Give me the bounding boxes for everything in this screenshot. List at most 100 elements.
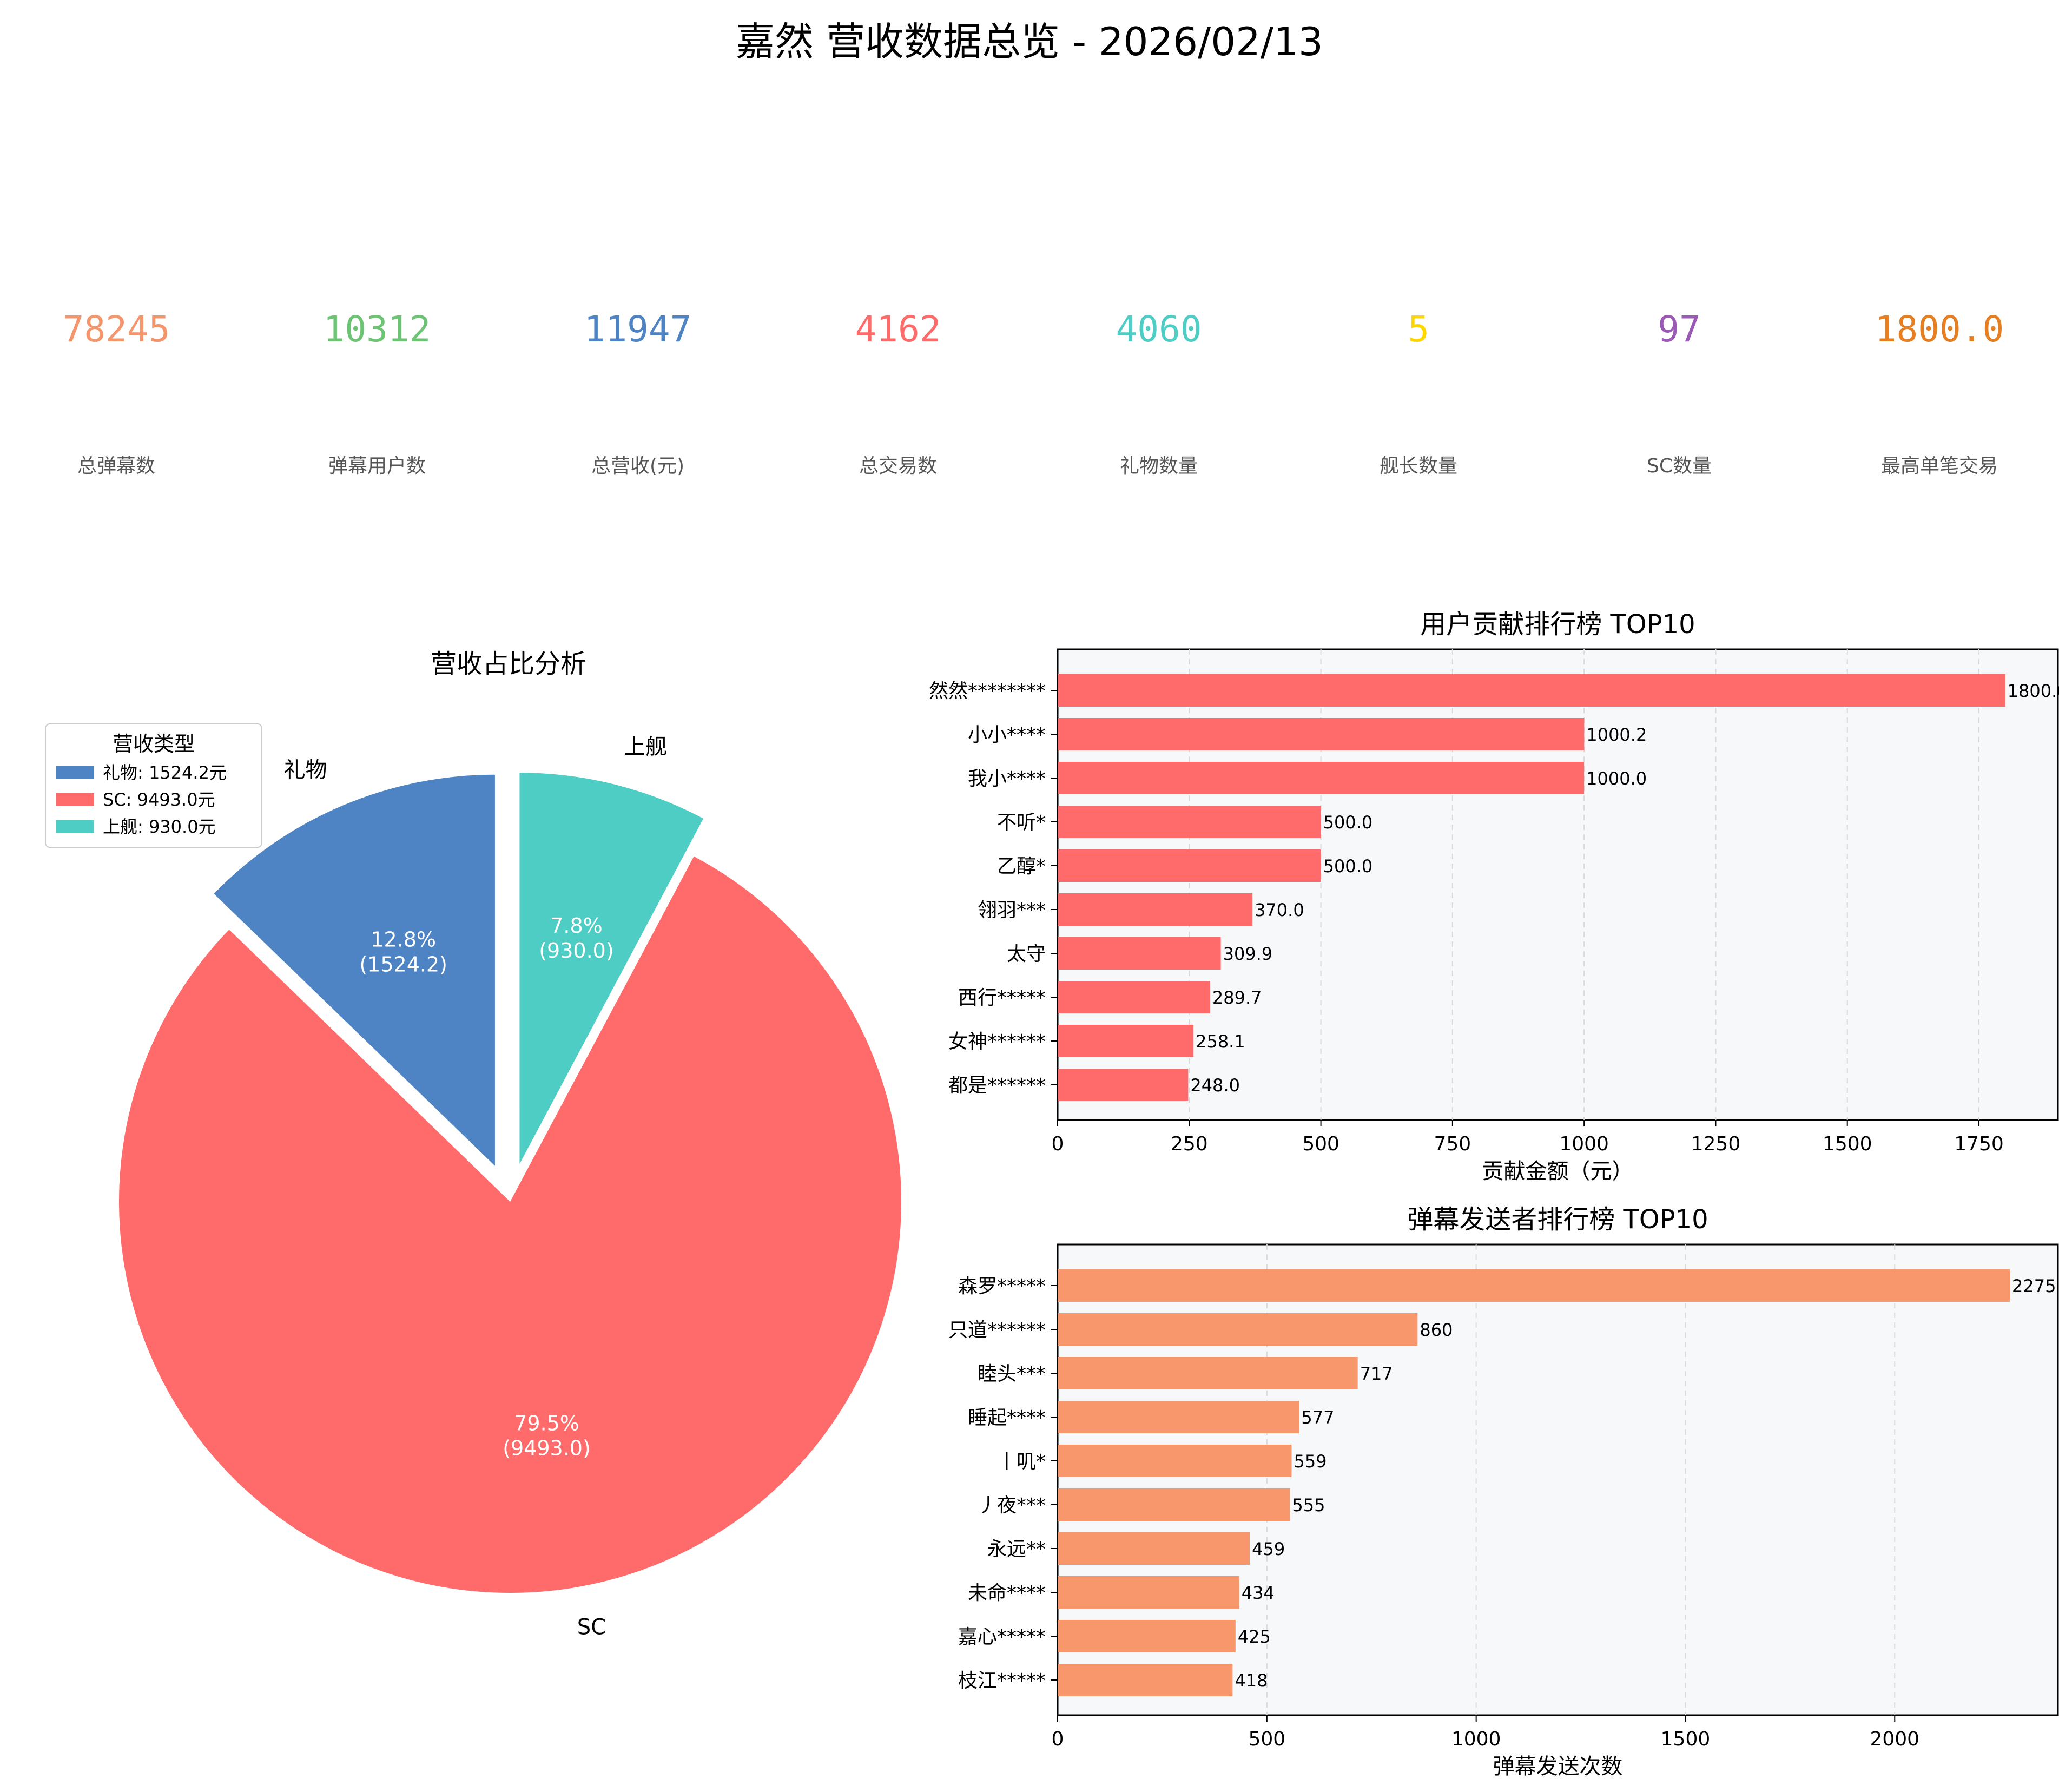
- kpi-label: 总弹幕数: [77, 455, 155, 477]
- bar: [1058, 1532, 1250, 1565]
- bar-value-label: 309.9: [1223, 944, 1273, 964]
- pie-value-label: (930.0): [539, 939, 613, 963]
- bar-value-label: 717: [1360, 1363, 1393, 1384]
- bar: [1058, 718, 1585, 750]
- chart-title: 用户贡献排行榜 TOP10: [1420, 609, 1695, 640]
- bar-value-label: 1800.0: [2008, 681, 2059, 701]
- legend-swatch: [56, 793, 94, 806]
- bar-value-label: 258.1: [1196, 1031, 1245, 1052]
- x-tick-label: 1500: [1823, 1133, 1872, 1155]
- x-axis-label: 贡献金额（元）: [1482, 1159, 1634, 1184]
- kpi-card: 4060 礼物数量: [1051, 0, 1267, 487]
- kpi-value: 1800.0: [1875, 308, 2004, 350]
- x-tick-label: 750: [1434, 1133, 1471, 1155]
- x-tick-label: 1250: [1691, 1133, 1741, 1155]
- revenue-pie-chart: 营收占比分析 12.8%(1524.2) 礼物 79.5%(9493.0) SC 7.8%…: [45, 649, 902, 1640]
- bar-value-label: 860: [1420, 1320, 1453, 1340]
- bar: [1058, 1069, 1189, 1101]
- x-tick-label: 250: [1171, 1133, 1208, 1155]
- legend-swatch: [56, 820, 94, 833]
- x-tick-label: 2000: [1870, 1728, 1919, 1750]
- y-tick-label: 枝江*****: [958, 1670, 1046, 1692]
- pie-legend-title: 营收类型: [113, 732, 195, 756]
- bar: [1058, 1025, 1194, 1057]
- bar-value-label: 370.0: [1255, 900, 1304, 920]
- pie-percent-label: 12.8%: [371, 927, 436, 951]
- y-tick-label: 西行*****: [958, 987, 1046, 1009]
- bar-value-label: 1000.0: [1586, 768, 1647, 789]
- bar: [1058, 1620, 1236, 1652]
- bar: [1058, 893, 1253, 926]
- kpi-value: 97: [1658, 308, 1701, 350]
- kpi-card: 5 舰长数量: [1310, 0, 1527, 487]
- kpi-value: 11947: [584, 308, 692, 350]
- pie-value-label: (1524.2): [359, 952, 447, 976]
- pie-percent-label: 7.8%: [550, 914, 603, 938]
- bar: [1058, 806, 1321, 838]
- danmaku-sender-bar-chart: 弹幕发送者排行榜 TOP10 0 500 1000 1500 2000 弹幕发送次数 森罗**…: [948, 1204, 2059, 1779]
- bar: [1058, 1313, 1418, 1346]
- y-tick-label: 不听*: [997, 812, 1046, 834]
- kpi-card: 4162 总交易数: [790, 0, 1006, 487]
- y-tick-label: 丨叽*: [997, 1451, 1046, 1473]
- bar-value-label: 425: [1238, 1626, 1271, 1647]
- pie-category-label: 礼物: [284, 757, 327, 782]
- bar-value-label: 434: [1242, 1583, 1275, 1603]
- user-contribution-bar-chart: 用户贡献排行榜 TOP10 0 250 500 750 1000 1250 1500 1750 贡…: [929, 609, 2059, 1184]
- bar-value-label: 559: [1294, 1451, 1327, 1472]
- kpi-value: 4162: [855, 308, 941, 350]
- bar: [1058, 762, 1585, 794]
- bar: [1058, 981, 1210, 1013]
- y-tick-label: 永远**: [987, 1538, 1046, 1560]
- y-tick-label: 睡起****: [968, 1407, 1046, 1429]
- x-tick-label: 0: [1052, 1133, 1064, 1155]
- bar-value-label: 2275: [2012, 1276, 2056, 1296]
- bar-value-label: 500.0: [1323, 812, 1373, 833]
- y-tick-label: 森罗*****: [958, 1275, 1046, 1297]
- y-tick-label: 太守: [1007, 943, 1046, 965]
- bar-value-label: 500.0: [1323, 856, 1373, 877]
- bar: [1058, 1445, 1292, 1477]
- kpi-value: 78245: [62, 308, 170, 350]
- kpi-card: 1800.0 最高单笔交易: [1831, 0, 2048, 487]
- x-tick-label: 1000: [1451, 1728, 1501, 1750]
- bar: [1058, 1488, 1290, 1521]
- bar: [1058, 1576, 1239, 1609]
- chart-title: 弹幕发送者排行榜 TOP10: [1407, 1204, 1708, 1235]
- y-tick-label: 我小****: [968, 768, 1046, 790]
- y-tick-label: 嘉心*****: [958, 1626, 1046, 1648]
- kpi-label: 舰长数量: [1379, 455, 1457, 477]
- bar-value-label: 555: [1292, 1495, 1325, 1516]
- y-tick-label: 只道******: [948, 1319, 1046, 1341]
- kpi-label: 总交易数: [859, 455, 937, 477]
- y-tick-label: 小小****: [968, 724, 1046, 746]
- bar: [1058, 1269, 2010, 1302]
- pie-slice: [519, 773, 704, 1164]
- kpi-label: SC数量: [1647, 455, 1712, 477]
- bar: [1058, 849, 1321, 882]
- pie-value-label: (9493.0): [503, 1437, 591, 1460]
- kpi-label: 最高单笔交易: [1880, 455, 1998, 477]
- bar: [1058, 1401, 1299, 1433]
- pie-slice: [214, 774, 495, 1166]
- kpi-label: 总营收(元): [591, 455, 685, 477]
- bar-value-label: 289.7: [1212, 987, 1262, 1008]
- pie-category-label: 上舰: [624, 735, 667, 760]
- kpi-card: 97 SC数量: [1571, 0, 1787, 487]
- kpi-card: 78245 总弹幕数: [8, 0, 225, 487]
- kpi-value: 5: [1408, 308, 1429, 350]
- y-tick-label: 未命****: [968, 1582, 1046, 1604]
- x-tick-label: 0: [1052, 1728, 1064, 1750]
- y-tick-label: 翎羽***: [978, 899, 1046, 921]
- kpi-label: 礼物数量: [1119, 455, 1198, 477]
- bar-value-label: 577: [1301, 1407, 1334, 1428]
- bar: [1058, 937, 1221, 970]
- bar-value-label: 248.0: [1190, 1075, 1240, 1096]
- x-tick-label: 1000: [1559, 1133, 1609, 1155]
- legend-entry: 上舰: 930.0元: [103, 816, 216, 837]
- legend-entry: 礼物: 1524.2元: [103, 762, 227, 783]
- bar: [1058, 1357, 1358, 1389]
- x-tick-label: 500: [1248, 1728, 1285, 1750]
- x-tick-label: 1500: [1661, 1728, 1711, 1750]
